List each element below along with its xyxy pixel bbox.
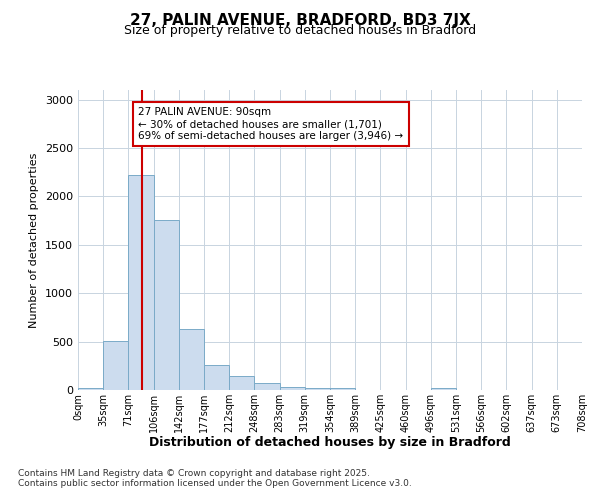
Bar — [204, 365, 229, 390]
Bar — [254, 383, 280, 390]
Bar — [280, 387, 305, 390]
Text: Distribution of detached houses by size in Bradford: Distribution of detached houses by size … — [149, 436, 511, 449]
Bar — [103, 340, 128, 390]
Bar — [330, 388, 355, 390]
Text: Contains HM Land Registry data © Crown copyright and database right 2025.: Contains HM Land Registry data © Crown c… — [18, 468, 370, 477]
Bar — [431, 388, 456, 390]
Text: 27, PALIN AVENUE, BRADFORD, BD3 7JX: 27, PALIN AVENUE, BRADFORD, BD3 7JX — [130, 12, 470, 28]
Bar — [179, 329, 204, 390]
Y-axis label: Number of detached properties: Number of detached properties — [29, 152, 40, 328]
Bar — [78, 388, 103, 390]
Bar — [305, 388, 330, 390]
Text: Contains public sector information licensed under the Open Government Licence v3: Contains public sector information licen… — [18, 478, 412, 488]
Bar — [154, 220, 179, 390]
Bar — [229, 376, 254, 390]
Text: 27 PALIN AVENUE: 90sqm
← 30% of detached houses are smaller (1,701)
69% of semi-: 27 PALIN AVENUE: 90sqm ← 30% of detached… — [139, 108, 403, 140]
Text: Size of property relative to detached houses in Bradford: Size of property relative to detached ho… — [124, 24, 476, 37]
Bar — [128, 175, 154, 390]
